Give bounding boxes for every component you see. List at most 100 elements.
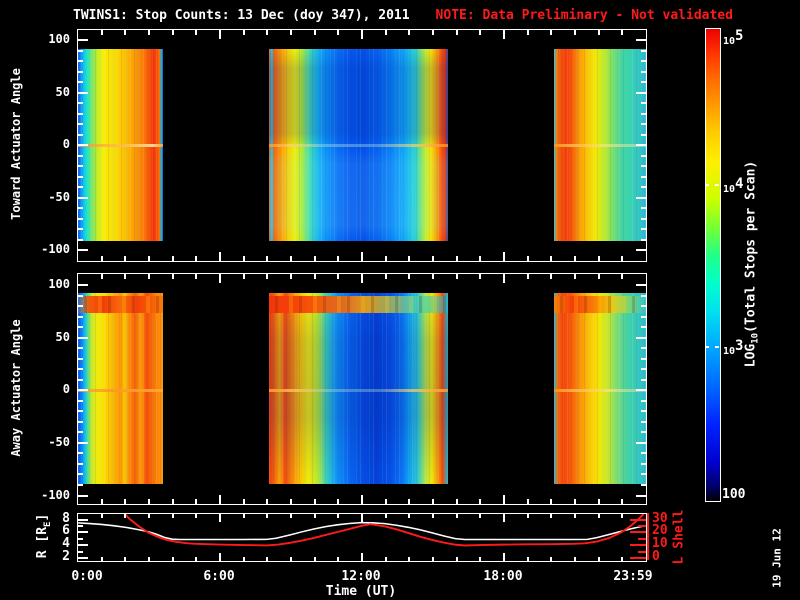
- x-tick: [195, 514, 198, 518]
- y-tick: [78, 154, 83, 157]
- y-tick: [78, 431, 83, 434]
- colorbar-tick-mark: [715, 184, 719, 186]
- x-tick: [100, 274, 103, 279]
- y-tick: [78, 133, 83, 136]
- y-tick: [641, 81, 646, 83]
- x-tick: [337, 514, 340, 518]
- colorbar-tick-1e4: 104: [723, 176, 744, 195]
- x-tick: [266, 30, 269, 35]
- x-tick: [597, 256, 600, 261]
- x-tick: [171, 557, 174, 561]
- l-shell-major-tick: [630, 518, 646, 521]
- r-major-tick: [78, 556, 88, 559]
- y-tick: [78, 399, 83, 402]
- x-tick: [337, 557, 340, 561]
- x-tick: [242, 499, 245, 504]
- away-block-3-hot-band: [553, 296, 646, 313]
- x-tick: [313, 274, 316, 279]
- x-tick: [266, 499, 269, 504]
- y-tick: [78, 196, 88, 199]
- y-tick: [78, 238, 83, 241]
- toward-ytick-label: 100: [48, 32, 70, 46]
- x-tick: [242, 256, 245, 261]
- x-tick: [432, 499, 434, 504]
- x-tick: [597, 514, 600, 518]
- x-tick: [148, 30, 150, 35]
- x-tick: [384, 557, 387, 561]
- x-tick: [219, 252, 221, 261]
- r-major-tick: [78, 518, 88, 521]
- x-tick: [621, 557, 624, 561]
- x-tick: [313, 30, 316, 35]
- y-tick: [641, 347, 646, 350]
- l-shell-major-tick: [630, 531, 646, 534]
- r-minor-tick: [78, 550, 83, 553]
- x-tick: [195, 30, 198, 35]
- x-tick: [621, 30, 624, 35]
- y-tick: [641, 238, 646, 241]
- y-tick: [636, 144, 646, 146]
- x-tick: [550, 274, 553, 279]
- y-tick: [641, 431, 646, 434]
- y-tick: [78, 60, 83, 62]
- y-tick: [78, 175, 83, 178]
- toward-block-1-zero-angle-line: [78, 144, 163, 147]
- y-tick: [641, 133, 646, 136]
- x-tick: [171, 514, 174, 518]
- away-ytick-label: -50: [48, 434, 70, 449]
- r-major-tick: [78, 531, 88, 534]
- x-tick: [290, 256, 292, 261]
- y-tick: [636, 196, 646, 199]
- y-tick: [641, 60, 646, 62]
- x-tick: [100, 256, 103, 261]
- x-tick: [574, 274, 576, 279]
- x-tick: [361, 514, 363, 522]
- y-tick: [641, 483, 646, 486]
- y-tick: [641, 70, 646, 73]
- orbit-lines-svg: [78, 514, 644, 547]
- l-shell-tick-label: 30: [652, 510, 668, 526]
- x-tick: [384, 30, 387, 35]
- y-tick: [78, 81, 83, 83]
- x-tick: [337, 274, 340, 279]
- x-tick: [361, 30, 363, 39]
- y-tick: [641, 123, 646, 125]
- y-tick: [78, 452, 83, 455]
- y-tick: [636, 39, 646, 41]
- x-tick: [361, 274, 363, 283]
- y-tick: [78, 102, 83, 104]
- x-tick: [503, 553, 505, 561]
- y-tick: [641, 357, 646, 360]
- x-tick: [503, 495, 505, 504]
- x-tick: [455, 274, 458, 279]
- x-tick: [384, 499, 387, 504]
- x-tick: [621, 514, 624, 518]
- x-tick: [479, 514, 482, 518]
- time-tick-label: 12:00: [341, 569, 381, 584]
- y-tick: [641, 207, 646, 209]
- y-tick: [636, 441, 646, 444]
- y-tick: [78, 357, 83, 360]
- l-shell-line: [123, 514, 644, 547]
- time-tick-label: 18:00: [483, 569, 523, 584]
- y-tick: [78, 249, 88, 251]
- y-tick: [78, 284, 88, 286]
- orbit-line-panel: [77, 513, 647, 562]
- x-tick: [337, 30, 340, 35]
- x-tick: [124, 499, 127, 504]
- y-tick: [78, 144, 88, 146]
- x-tick: [455, 30, 458, 35]
- y-tick: [78, 326, 83, 329]
- y-tick: [78, 165, 83, 167]
- x-tick: [408, 274, 411, 279]
- x-tick: [550, 256, 553, 261]
- y-tick: [636, 249, 646, 251]
- toward-y-axis-label: Toward Actuator Angle: [9, 68, 23, 220]
- x-tick: [337, 256, 340, 261]
- y-tick: [78, 39, 88, 41]
- x-tick: [574, 256, 576, 261]
- toward-ytick-label: 0: [62, 137, 70, 151]
- y-tick: [78, 378, 83, 381]
- x-tick: [526, 514, 529, 518]
- x-tick: [597, 557, 600, 561]
